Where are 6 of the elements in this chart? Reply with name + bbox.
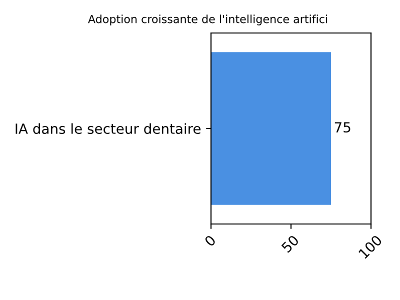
x-tick-label: 100 [358, 234, 383, 259]
x-tick-label: 0 [204, 234, 216, 247]
data-label: 75 [334, 122, 350, 133]
x-tick-label: 50 [280, 234, 300, 254]
chart-title: Adoption croissante de l'intelligence artifici [88, 14, 328, 26]
y-tick-label: IA dans le secteur dentaire [16, 123, 201, 134]
